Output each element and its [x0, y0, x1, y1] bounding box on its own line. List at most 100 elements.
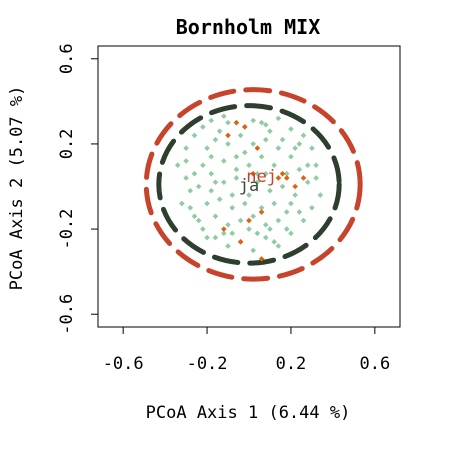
- ja-point: [183, 158, 189, 164]
- ja-point: [250, 247, 256, 254]
- ja-point: [313, 175, 319, 181]
- ja-point: [254, 179, 261, 186]
- nej-ellipse: [143, 87, 363, 282]
- ja-point: [262, 170, 269, 177]
- axes: -0.6 -0.2 0.2 0.6 -0.6 -0.2 0.2 0.6: [57, 43, 401, 374]
- ja-point: [204, 234, 210, 241]
- ja-point: [229, 204, 236, 211]
- ja-point: [237, 132, 244, 139]
- ja-point: [212, 136, 219, 143]
- ja-point: [225, 119, 231, 126]
- ja-point: [267, 187, 273, 194]
- group-label-ja: ja: [239, 176, 259, 196]
- ja-point: [221, 158, 227, 164]
- ja-point: [275, 115, 282, 122]
- ja-point: [242, 149, 248, 156]
- nej-point: [254, 145, 261, 151]
- ja-point: [187, 204, 194, 211]
- plot-frame: [97, 45, 401, 328]
- ja-point: [221, 230, 227, 237]
- ja-point: [191, 213, 198, 220]
- nej-point: [292, 183, 298, 190]
- ja-point: [275, 243, 282, 249]
- ja-point: [204, 145, 210, 151]
- ja-point: [200, 162, 206, 169]
- ja-point: [279, 136, 286, 143]
- ja-point: [258, 204, 265, 211]
- ja-point: [271, 162, 277, 169]
- ja-point: [212, 213, 219, 220]
- ja-point: [250, 213, 256, 220]
- ja-point: [225, 243, 231, 249]
- ja-point: [271, 239, 277, 245]
- nej-point: [275, 175, 282, 181]
- x-tick-label: 0.2: [276, 354, 307, 374]
- y-tick-label: 0.6: [57, 43, 77, 74]
- ja-point: [283, 170, 290, 177]
- nej-point: [250, 170, 256, 177]
- ja-point: [237, 217, 244, 224]
- ja-point: [283, 209, 290, 215]
- ja-point: [191, 170, 198, 177]
- ja-point: [174, 162, 181, 169]
- ja-point: [195, 183, 202, 190]
- ja-point: [309, 145, 315, 151]
- ja-point: [262, 234, 269, 241]
- ja-point: [267, 128, 273, 134]
- nej-point: [221, 226, 227, 232]
- ja-point: [304, 162, 311, 169]
- ja-point: [183, 175, 189, 181]
- confidence-ellipses: [143, 87, 363, 282]
- ja-point: [288, 200, 294, 207]
- nej-point: [283, 175, 290, 181]
- ja-point: [200, 124, 206, 130]
- nej-point: [258, 209, 265, 215]
- ja-point: [225, 222, 231, 228]
- ja-point: [275, 217, 282, 224]
- ja-point: [288, 230, 294, 237]
- ja-point: [246, 162, 252, 169]
- ja-point: [292, 145, 298, 151]
- ja-point: [296, 166, 303, 173]
- ja-point: [309, 204, 315, 211]
- ja-point: [296, 141, 303, 147]
- ja-point: [254, 230, 261, 237]
- ja-point: [258, 119, 265, 126]
- ja-point: [204, 200, 210, 207]
- ja-point: [221, 179, 227, 186]
- ja-point: [304, 179, 311, 186]
- ja-point: [233, 153, 240, 160]
- ja-point: [254, 170, 261, 177]
- ja-point: [317, 192, 324, 198]
- ja-point: [212, 179, 219, 186]
- nej-point: [246, 217, 252, 224]
- nej-point: [258, 256, 265, 262]
- ja-point: [267, 226, 273, 232]
- x-tick-label: 0.6: [359, 354, 390, 374]
- nej-point: [300, 175, 307, 181]
- y-tick-label: -0.2: [57, 209, 77, 250]
- ja-point: [208, 153, 215, 160]
- x-tick-label: -0.2: [187, 354, 228, 374]
- ja-point: [225, 141, 231, 147]
- nej-point: [237, 239, 244, 245]
- ja-point: [300, 217, 307, 224]
- group-label-nej: nej: [246, 167, 277, 187]
- ja-point: [313, 162, 319, 169]
- ja-point: [233, 175, 240, 181]
- nej-point: [225, 132, 231, 139]
- ja-point: [250, 141, 256, 147]
- nej-point: [233, 119, 240, 126]
- ja-point: [283, 226, 290, 232]
- ja-point: [233, 166, 240, 173]
- ja-ellipse: [156, 103, 342, 266]
- chart-title: Bornholm MIX: [176, 15, 321, 39]
- ja-point: [288, 153, 294, 160]
- ja-point: [262, 222, 269, 228]
- ja-point: [216, 196, 223, 203]
- ja-point: [191, 132, 198, 139]
- ja-point: [179, 200, 185, 207]
- ja-point: [279, 183, 286, 190]
